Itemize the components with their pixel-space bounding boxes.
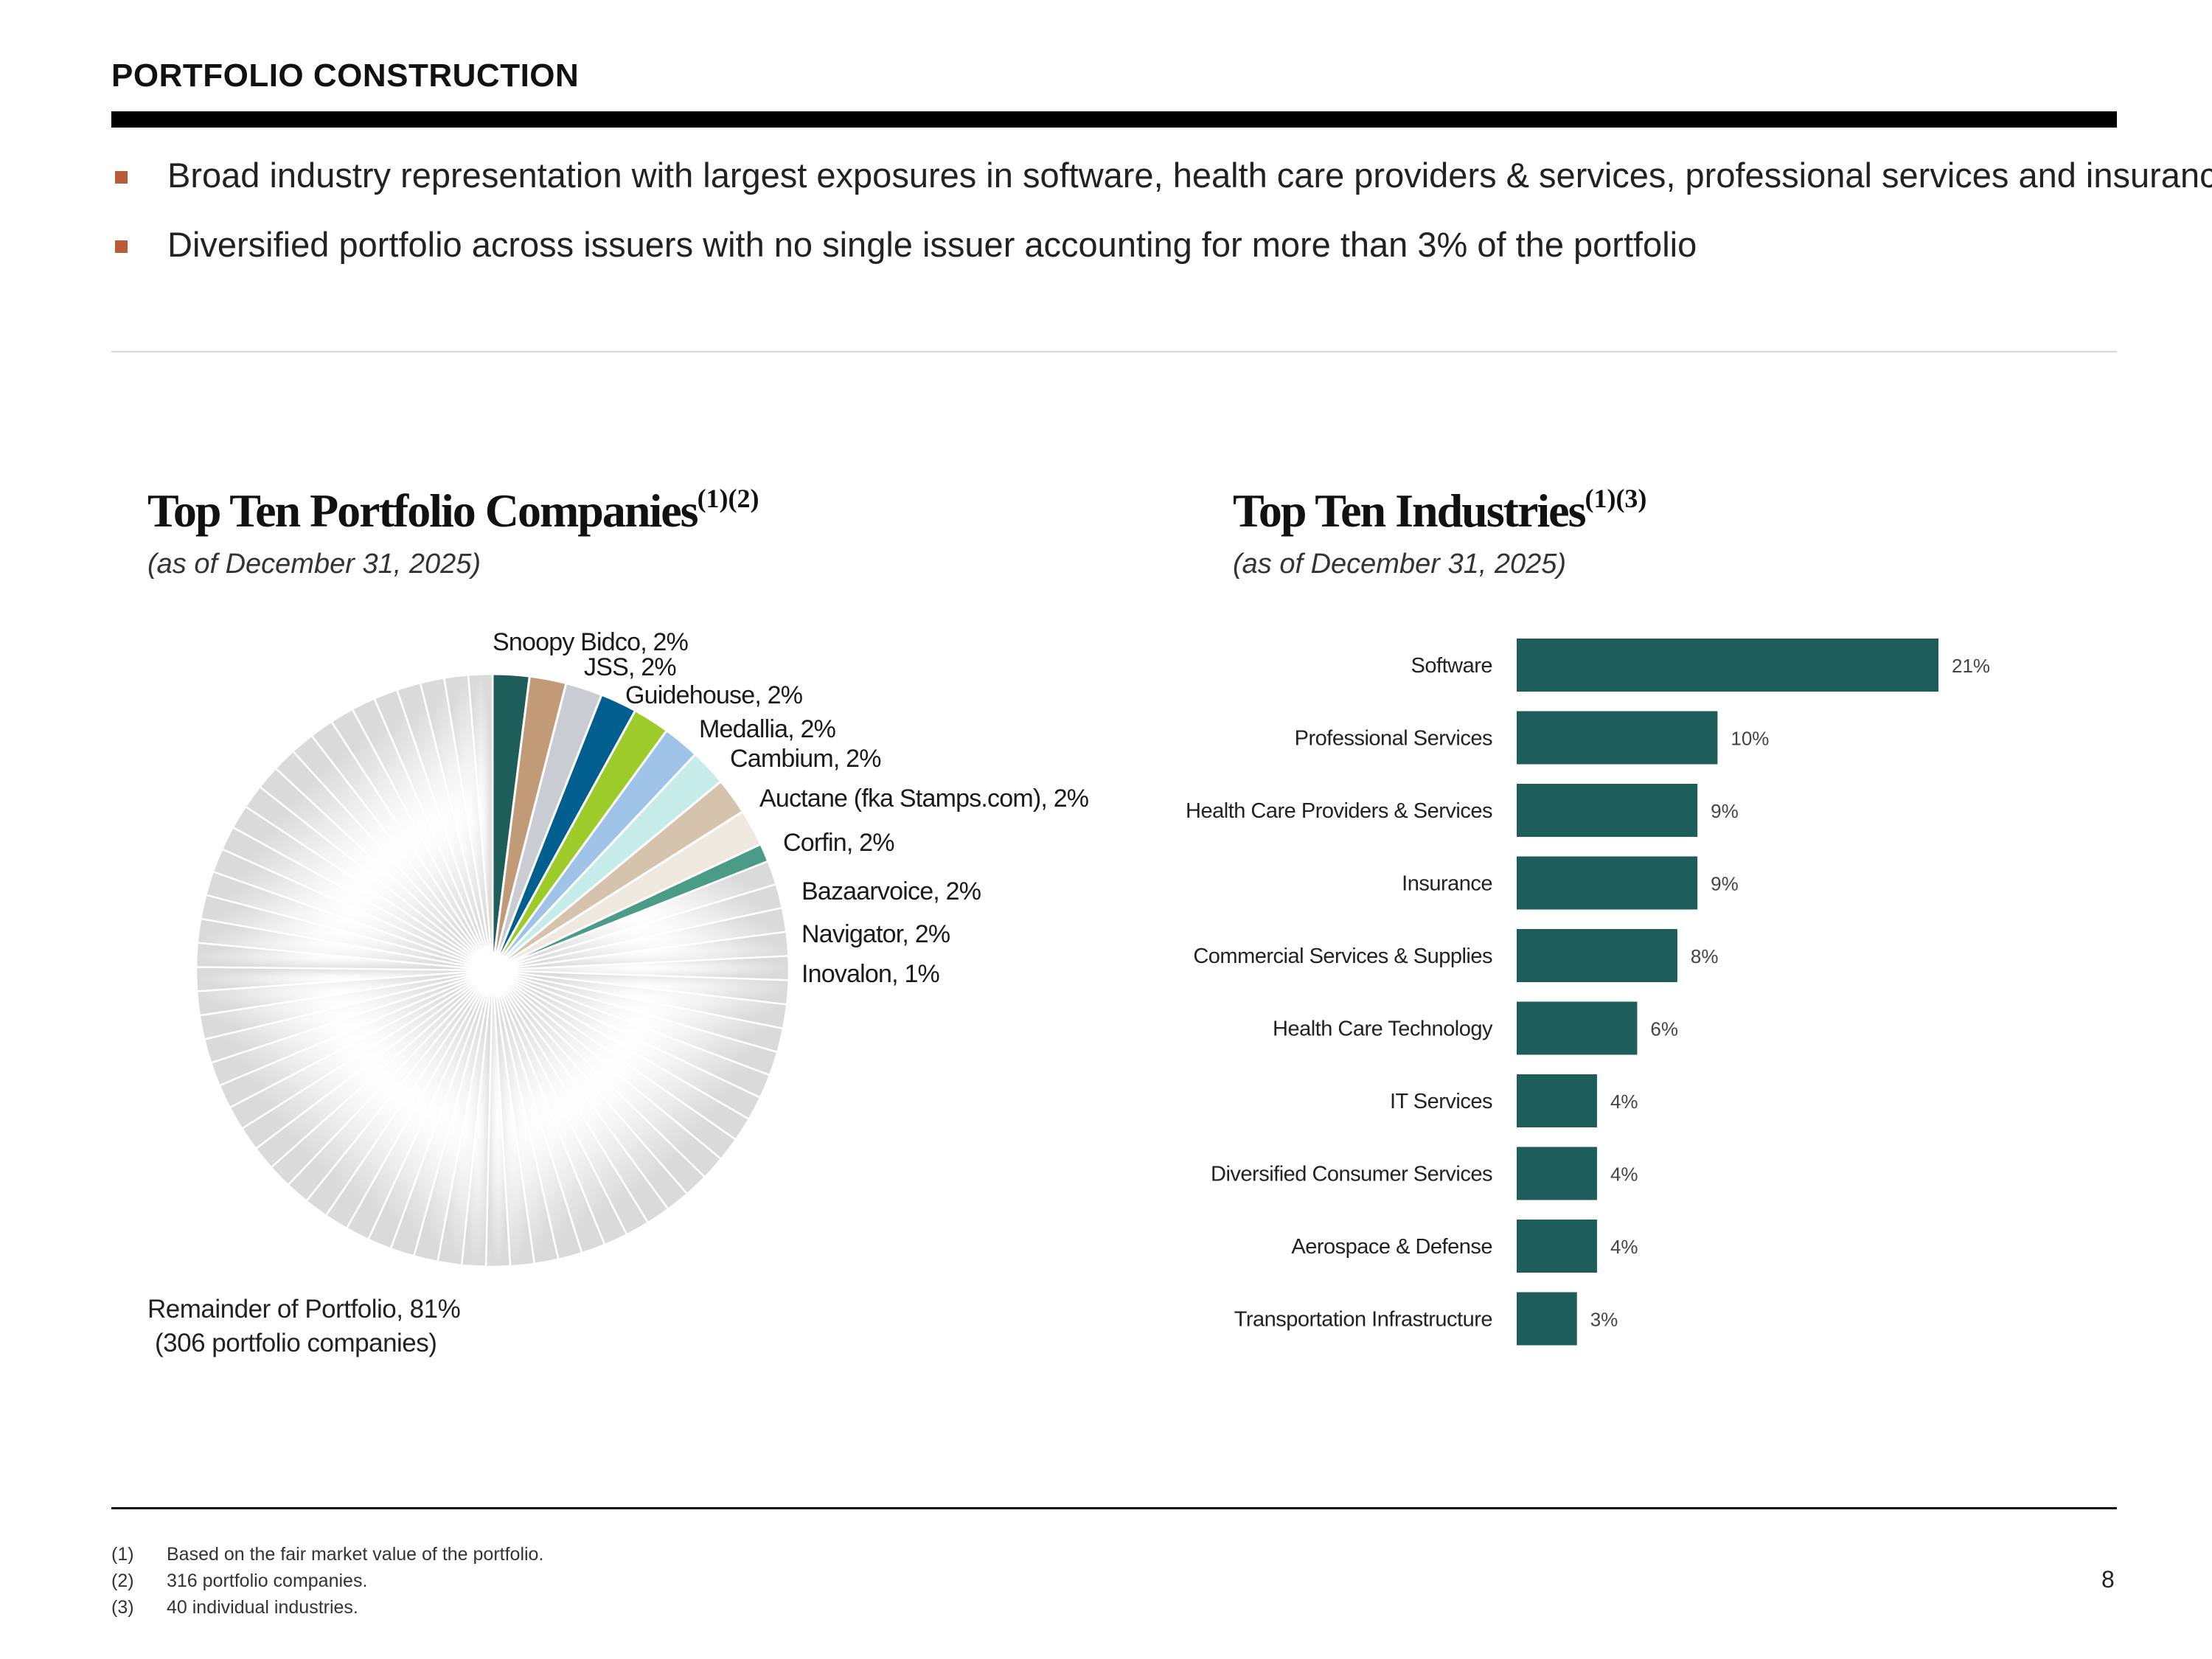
- bar-value-label: 9%: [1711, 873, 1739, 895]
- page-number: 8: [2101, 1566, 2115, 1593]
- page-title: PORTFOLIO CONSTRUCTION: [111, 58, 580, 94]
- bar-value-label: 10%: [1731, 728, 1769, 750]
- bullet-text: Broad industry representation with large…: [167, 156, 2212, 195]
- bar: [1517, 1292, 1577, 1346]
- footer-rule: [111, 1507, 2117, 1509]
- bar-value-label: 3%: [1590, 1309, 1618, 1331]
- footnote-text: 40 individual industries.: [167, 1597, 358, 1618]
- footnote-text: Based on the fair market value of the po…: [167, 1544, 544, 1565]
- bar-value-label: 8%: [1691, 945, 1719, 967]
- pie-slice-label: Navigator, 2%: [801, 920, 950, 948]
- companies-chart-title: Top Ten Portfolio Companies(1)(2): [147, 483, 759, 538]
- bar-category-label: Commercial Services & Supplies: [1193, 945, 1492, 968]
- bar-value-label: 4%: [1610, 1164, 1638, 1186]
- pie-slice-label: JSS, 2%: [584, 653, 676, 681]
- footnote-number: (1): [111, 1544, 134, 1565]
- pie-slice-label: Guidehouse, 2%: [625, 681, 803, 709]
- pie-slice-label: Cambium, 2%: [730, 745, 881, 773]
- remainder-label-line1: Remainder of Portfolio, 81%: [147, 1295, 461, 1324]
- pie-chart: Snoopy Bidco, 2%JSS, 2%Guidehouse, 2% Med…: [195, 628, 1090, 1268]
- bar-value-label: 4%: [1610, 1091, 1638, 1113]
- bar-category-label: Transportation Infrastructure: [1234, 1308, 1492, 1332]
- remainder-label-line2: (306 portfolio companies): [155, 1329, 437, 1357]
- industries-chart-footnote-ref: (1)(3): [1585, 484, 1647, 513]
- bar: [1517, 711, 1718, 765]
- industries-chart-title: Top Ten Industries(1)(3): [1233, 483, 1646, 538]
- bullet-item: Broad industry representation with large…: [111, 155, 2212, 224]
- footnote-number: (2): [111, 1571, 134, 1591]
- industries-chart-subtitle: (as of December 31, 2025): [1233, 549, 1567, 580]
- bar: [1517, 1220, 1597, 1273]
- bullet-item: Diversified portfolio across issuers wit…: [111, 224, 2146, 293]
- bar: [1517, 1147, 1597, 1200]
- companies-chart-title-text: Top Ten Portfolio Companies: [147, 484, 699, 537]
- bar-category-label: Aerospace & Defense: [1291, 1235, 1492, 1259]
- bar-value-label: 6%: [1650, 1018, 1678, 1040]
- bar-category-label: Health Care Technology: [1273, 1018, 1493, 1041]
- bullet-square-icon: [115, 240, 128, 253]
- footnote-number: (3): [111, 1597, 134, 1618]
- bar: [1517, 856, 1698, 910]
- bar-category-label: IT Services: [1390, 1090, 1492, 1113]
- bar-category-label: Software: [1411, 654, 1492, 678]
- remainder-label: Remainder of Portfolio, 81% (306 portfol…: [147, 1293, 461, 1360]
- pie-slice-label: Snoopy Bidco, 2%: [493, 628, 689, 656]
- bar-category-label: Health Care Providers & Services: [1186, 799, 1492, 823]
- title-rule: [111, 111, 2117, 128]
- bar-chart: Software 21% Professional Services 10% Healt…: [1186, 639, 1990, 1346]
- companies-chart-subtitle: (as of December 31, 2025): [147, 549, 481, 580]
- bar-value-label: 9%: [1711, 800, 1739, 822]
- bar-value-label: 4%: [1610, 1236, 1638, 1258]
- companies-chart-footnote-ref: (1)(2): [697, 484, 759, 513]
- pie-slice-label: Inovalon, 1%: [801, 960, 940, 988]
- bar-category-label: Insurance: [1402, 872, 1492, 896]
- bar-category-label: Diversified Consumer Services: [1211, 1163, 1492, 1186]
- pie-remainder-wedge: [467, 672, 494, 971]
- pie-slice-label: Auctane (fka Stamps.com), 2%: [759, 785, 1089, 813]
- pie-slice-label: Medallia, 2%: [699, 715, 836, 743]
- bar: [1517, 1074, 1597, 1127]
- bar-category-label: Professional Services: [1295, 727, 1492, 751]
- bar: [1517, 1001, 1638, 1055]
- industries-chart-title-text: Top Ten Industries: [1233, 484, 1586, 537]
- pie-slice-label: Bazaarvoice, 2%: [801, 877, 981, 905]
- bullet-text: Diversified portfolio across issuers wit…: [167, 225, 1697, 264]
- bullet-square-icon: [115, 171, 128, 184]
- bar-value-label: 21%: [1952, 655, 1990, 677]
- section-divider: [111, 351, 2117, 352]
- bar: [1517, 784, 1698, 837]
- footnote-text: 316 portfolio companies.: [167, 1571, 368, 1591]
- bullet-list: Broad industry representation with large…: [111, 155, 2212, 293]
- bar: [1517, 639, 1938, 692]
- pie-slice-label: Corfin, 2%: [783, 829, 894, 857]
- bar: [1517, 929, 1677, 982]
